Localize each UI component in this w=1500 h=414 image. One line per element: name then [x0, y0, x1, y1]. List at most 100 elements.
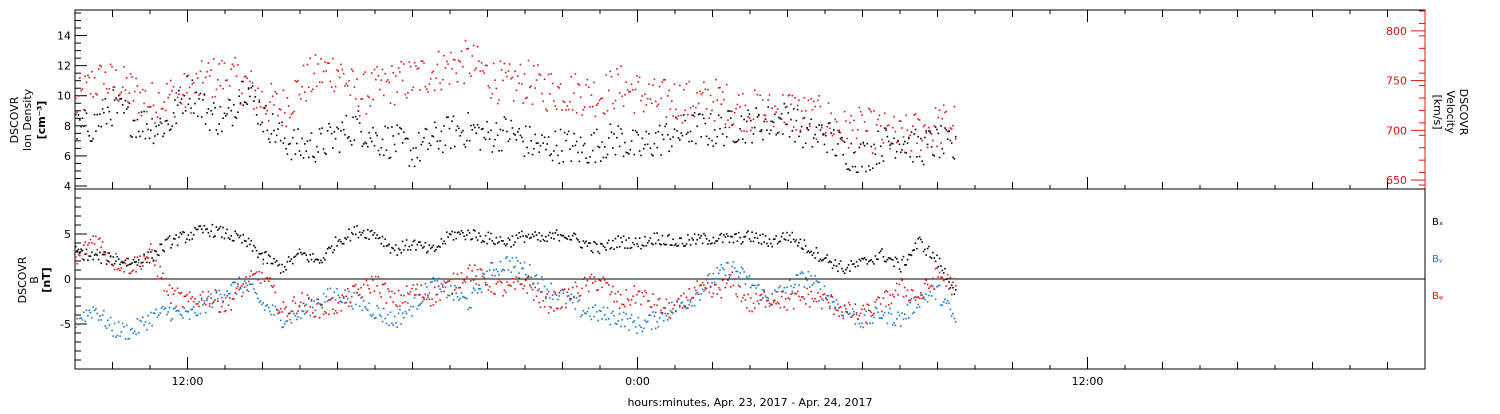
bz-series-point [156, 275, 159, 278]
by-series-point [814, 275, 816, 277]
bz-series-point [597, 289, 599, 291]
velocity-series-point [123, 66, 125, 68]
density-series-point [442, 151, 444, 154]
velocity-series-point [847, 147, 850, 149]
density-series-point [676, 130, 678, 132]
bx-series-point [950, 284, 953, 286]
density-series-point [196, 115, 199, 117]
bz-series-point [547, 312, 550, 314]
bz-series-point [425, 298, 428, 301]
velocity-series-point [534, 87, 536, 89]
bz-series-point [408, 293, 411, 296]
velocity-series-point [865, 130, 867, 132]
density-series-point [405, 137, 408, 139]
bz-series-point [372, 279, 374, 281]
bx-series-point [171, 243, 173, 246]
by-series-point [646, 320, 649, 323]
density-series-point [671, 145, 673, 148]
bz-series-point [806, 287, 808, 290]
velocity-series-point [192, 81, 195, 84]
density-series-point [396, 124, 398, 127]
velocity-series-point [885, 127, 887, 130]
bz-series-point [166, 290, 168, 293]
by-series-point [190, 308, 192, 311]
by-series-point [515, 256, 518, 259]
velocity-series-point [401, 79, 404, 82]
by-series-point [853, 310, 855, 313]
by-series-point [249, 283, 251, 286]
velocity-series-point [645, 104, 648, 106]
velocity-series-point [428, 83, 431, 85]
bz-series-point [697, 293, 700, 296]
density-series-point [325, 153, 327, 155]
bx-series-point [672, 238, 674, 240]
velocity-series-point [819, 105, 822, 108]
density-series-point [665, 123, 668, 125]
density-series-point [491, 151, 494, 153]
by-series-point [543, 285, 546, 288]
bx-series-point [184, 241, 187, 244]
by-series-point [77, 323, 80, 326]
bz-series-point [204, 303, 207, 306]
bx-series-point [661, 234, 664, 237]
by-series-point [704, 288, 707, 291]
velocity-series-point [117, 100, 120, 102]
velocity-series-point [545, 108, 547, 111]
velocity-series-point [543, 78, 546, 81]
velocity-series-point [496, 102, 499, 105]
bz-series-point [487, 289, 490, 291]
bx-series-point [620, 237, 622, 239]
by-series-point [415, 294, 417, 296]
bx-series-point [384, 238, 386, 240]
bx-series-point [199, 225, 202, 227]
by-series-point [294, 315, 297, 317]
by-series-point [424, 282, 427, 285]
velocity-series-point [941, 118, 944, 120]
density-series-point [634, 129, 637, 132]
velocity-series-point [76, 111, 78, 114]
by-series-point [164, 307, 167, 309]
bz-series-point [712, 292, 715, 295]
bz-series-point [164, 277, 167, 280]
density-series-point [377, 149, 380, 152]
velocity-series-point [921, 139, 923, 142]
bx-series-point [84, 253, 86, 255]
bz-series-point [480, 269, 483, 271]
density-series-point [258, 101, 261, 103]
bx-series-point [324, 259, 326, 261]
by-series-point [802, 272, 804, 275]
by-series-point [108, 324, 111, 326]
by-series-point [707, 274, 709, 277]
by-series-point [892, 324, 894, 326]
bz-series-point [255, 271, 258, 273]
by-series-point [934, 298, 937, 301]
bz-series-point [673, 304, 676, 306]
by-series-point [925, 293, 927, 295]
bz-series-point [700, 284, 702, 286]
density-series-point [119, 98, 121, 100]
bz-series-point [195, 303, 198, 305]
by-series-point [342, 297, 345, 299]
bx-series-point [439, 246, 441, 248]
velocity-series-point [653, 78, 656, 81]
bz-series-point [814, 297, 816, 300]
density-series-point [629, 148, 632, 151]
velocity-series-point [92, 96, 94, 98]
density-series-point [437, 147, 440, 150]
density-series-point [333, 131, 336, 133]
bx-series-point [277, 264, 279, 267]
density-series-point [811, 146, 814, 148]
density-series-point [444, 144, 447, 147]
velocity-series-point [336, 69, 338, 71]
velocity-series-point [313, 72, 315, 75]
density-series-point [100, 125, 102, 128]
density-series-point [271, 113, 274, 115]
density-series-point [541, 134, 543, 136]
density-series-point [878, 162, 881, 164]
bx-series-point [504, 244, 507, 247]
velocity-series-point [282, 89, 285, 92]
bx-series-point [188, 239, 191, 241]
velocity-series-point [917, 118, 919, 120]
density-series-point [428, 142, 431, 145]
density-series-point [412, 147, 415, 149]
